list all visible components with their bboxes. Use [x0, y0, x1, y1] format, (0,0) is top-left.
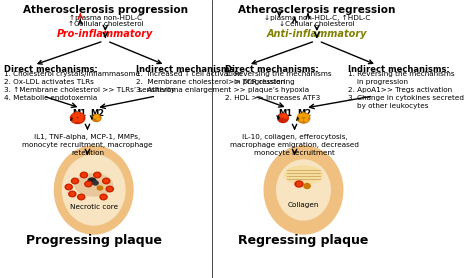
Ellipse shape: [70, 192, 74, 195]
Ellipse shape: [65, 184, 73, 190]
Ellipse shape: [298, 115, 302, 118]
Text: Pro-inflammatory: Pro-inflammatory: [57, 29, 154, 39]
Ellipse shape: [302, 113, 305, 116]
Ellipse shape: [93, 116, 96, 118]
Ellipse shape: [278, 113, 288, 123]
Ellipse shape: [297, 113, 310, 123]
Ellipse shape: [96, 115, 99, 117]
Ellipse shape: [94, 172, 101, 178]
Ellipse shape: [72, 114, 76, 118]
Ellipse shape: [97, 118, 100, 120]
Ellipse shape: [284, 116, 287, 118]
Text: Anti-inflammatory: Anti-inflammatory: [267, 29, 367, 39]
Text: ↓plasma non-HDL-C, ↑HDL-C: ↓plasma non-HDL-C, ↑HDL-C: [264, 15, 370, 21]
Circle shape: [277, 160, 330, 220]
Text: Progressing plaque: Progressing plaque: [26, 234, 162, 247]
Circle shape: [55, 146, 133, 234]
Ellipse shape: [82, 173, 86, 177]
Text: 1. Cholesterol crystals/inflammasome
2. Ox-LDL activates TLRs
3. ↑Membrane chole: 1. Cholesterol crystals/inflammasome 2. …: [4, 71, 175, 101]
Ellipse shape: [304, 118, 308, 121]
Ellipse shape: [69, 191, 76, 197]
Ellipse shape: [97, 186, 103, 190]
Ellipse shape: [305, 115, 309, 118]
Ellipse shape: [92, 115, 101, 121]
Text: Atherosclerosis regression: Atherosclerosis regression: [238, 5, 396, 15]
Text: Indirect mechanisms:: Indirect mechanisms:: [136, 65, 237, 74]
Ellipse shape: [93, 181, 98, 185]
Text: ↑plasma non-HDL-C: ↑plasma non-HDL-C: [69, 15, 142, 21]
Ellipse shape: [71, 113, 85, 123]
Ellipse shape: [103, 178, 110, 184]
Ellipse shape: [299, 118, 302, 121]
Ellipse shape: [79, 195, 83, 198]
Text: M2: M2: [297, 109, 311, 118]
Circle shape: [264, 146, 343, 234]
Text: Indirect mechanisms:: Indirect mechanisms:: [348, 65, 450, 74]
Ellipse shape: [72, 178, 79, 184]
Ellipse shape: [108, 187, 112, 190]
Ellipse shape: [80, 172, 88, 178]
Ellipse shape: [78, 194, 85, 200]
Ellipse shape: [106, 186, 113, 192]
Ellipse shape: [283, 114, 285, 116]
Ellipse shape: [295, 181, 303, 187]
Text: Direct mechanisms:: Direct mechanisms:: [4, 65, 98, 74]
Ellipse shape: [297, 182, 301, 186]
Text: Atherosclerosis progression: Atherosclerosis progression: [23, 5, 188, 15]
Ellipse shape: [86, 182, 91, 185]
Ellipse shape: [73, 180, 77, 182]
Ellipse shape: [78, 118, 82, 122]
Text: 1.  Increased T cell activation
2.  Membrane cholesterol>> TCR clustering
3.  At: 1. Increased T cell activation 2. Membra…: [136, 71, 309, 93]
Text: IL1, TNF-alpha, MCP-1, MMPs,
monocyte recruitment, macrophage
retention: IL1, TNF-alpha, MCP-1, MMPs, monocyte re…: [22, 134, 153, 156]
Ellipse shape: [73, 118, 77, 122]
Ellipse shape: [79, 114, 83, 118]
Ellipse shape: [88, 178, 96, 184]
Ellipse shape: [101, 195, 106, 198]
Text: Necrotic core: Necrotic core: [70, 204, 118, 210]
Ellipse shape: [100, 194, 107, 200]
Ellipse shape: [85, 181, 92, 187]
Ellipse shape: [75, 174, 112, 196]
Circle shape: [63, 155, 125, 225]
Text: Regressing plaque: Regressing plaque: [238, 234, 369, 247]
Text: M1: M1: [279, 109, 293, 118]
Text: 1. Reversing the mechanisms
    in progression
2. ApoA1>> Tregs activation
3. Ch: 1. Reversing the mechanisms in progressi…: [348, 71, 464, 109]
Text: IL-10, collagen, efferocytosis,
macrophage emigration, decreased
monocyte recrui: IL-10, collagen, efferocytosis, macropha…: [230, 134, 359, 156]
Ellipse shape: [95, 173, 100, 177]
Ellipse shape: [304, 183, 310, 188]
Text: ↑Cellular cholesterol: ↑Cellular cholesterol: [67, 21, 143, 27]
Text: Direct mechanisms:: Direct mechanisms:: [225, 65, 319, 74]
Ellipse shape: [67, 185, 71, 188]
Ellipse shape: [104, 180, 108, 182]
Ellipse shape: [280, 115, 283, 117]
Text: ↓Cellular cholesterol: ↓Cellular cholesterol: [279, 21, 355, 27]
Ellipse shape: [75, 112, 80, 116]
Text: M2: M2: [90, 109, 104, 118]
Text: 1. Reversing the mechanisms
    in progression

2. HDL >> Increases ATF3: 1. Reversing the mechanisms in progressi…: [225, 71, 332, 101]
Ellipse shape: [285, 166, 322, 184]
Text: Collagen: Collagen: [288, 202, 319, 208]
Text: M1: M1: [73, 109, 87, 118]
